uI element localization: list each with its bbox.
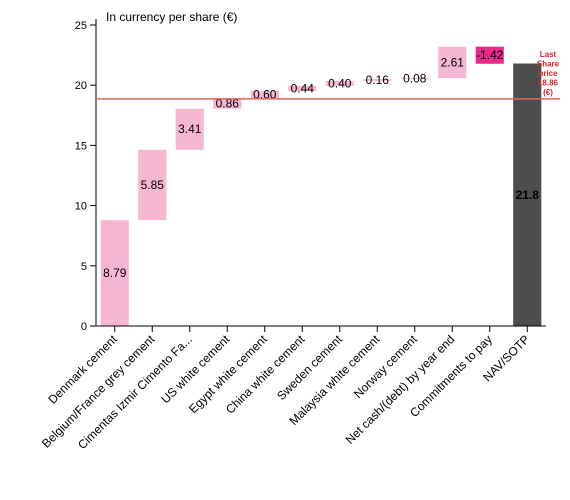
bar: [438, 46, 467, 79]
bar: [513, 63, 542, 326]
x-tick-label: Sweden cement: [274, 332, 345, 403]
y-tick-label: 25: [75, 20, 87, 32]
unit-label: In currency per share (€): [106, 10, 237, 24]
y-tick-label: 15: [75, 140, 87, 152]
bar: [175, 108, 204, 150]
bar-value-label: -1.42: [476, 48, 504, 62]
bar-value-label: 0.16: [366, 73, 390, 87]
bar: [400, 78, 429, 80]
bar: [250, 91, 279, 99]
reference-line-label: (€): [543, 88, 553, 97]
bar-value-label: 3.41: [178, 122, 202, 136]
bar-value-label: 5.85: [141, 178, 165, 192]
bar-value-label: 0.86: [216, 97, 240, 111]
bar: [325, 80, 354, 86]
bar: [288, 85, 317, 92]
bar-value-label: 2.61: [441, 55, 465, 69]
y-tick-label: 10: [75, 201, 87, 213]
bar: [475, 46, 504, 64]
bar-value-label: 0.08: [403, 72, 427, 86]
bar-value-label: 0.44: [291, 81, 315, 95]
bar-value-label: 8.79: [103, 266, 127, 280]
y-axis: 0 5 10 15 20 25: [75, 19, 97, 333]
bars: 8.795.853.410.860.60 0.44 0.40 0.16 0.082.61…: [100, 46, 542, 326]
reference-line-label: 18.86: [538, 78, 559, 87]
bar: [100, 220, 129, 326]
y-tick-label: 20: [75, 80, 87, 92]
reference-line-label: Share: [537, 59, 560, 68]
x-tick-label: US white cement: [158, 332, 233, 407]
reference-line-label: price: [538, 69, 558, 78]
y-tick-label: 0: [81, 321, 87, 333]
bar-value-label: 21.8: [516, 188, 540, 202]
bar-value-label: 0.40: [328, 76, 352, 90]
bar: [213, 98, 242, 109]
bar: [138, 149, 167, 221]
reference-line-label: Last: [540, 50, 557, 59]
y-tick-label: 5: [81, 261, 87, 273]
bar: [363, 79, 392, 81]
